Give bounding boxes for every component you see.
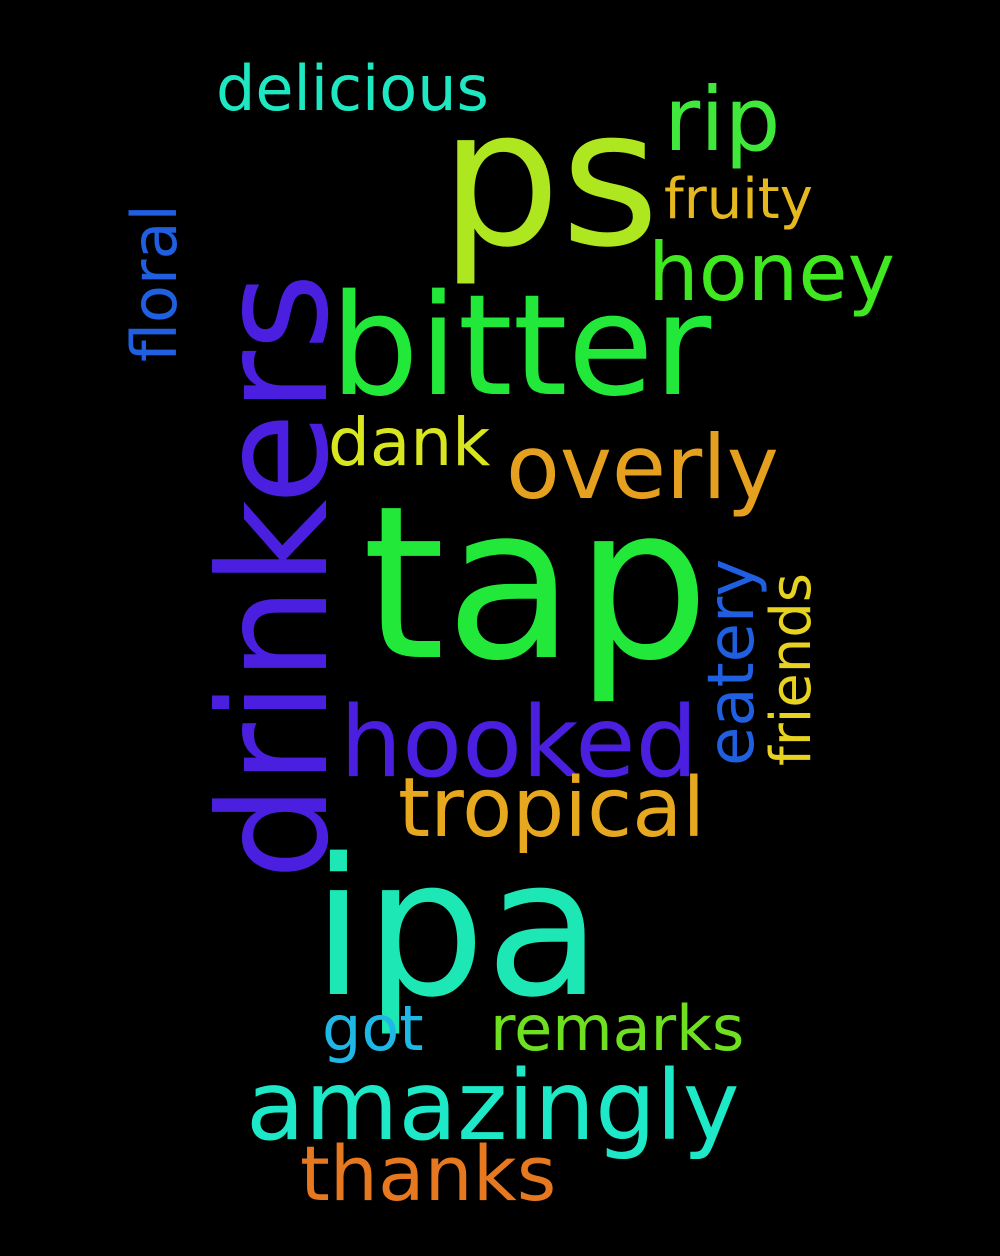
word-floral: floral — [118, 204, 191, 362]
word-remarks: remarks — [490, 992, 745, 1065]
word-amazingly: amazingly — [246, 1050, 740, 1162]
word-hooked: hooked — [340, 686, 698, 800]
word-fruity: fruity — [664, 167, 813, 232]
word-honey: honey — [648, 226, 895, 319]
word-got: got — [322, 992, 424, 1065]
word-eatery: eatery — [695, 558, 769, 766]
word-tropical: tropical — [398, 761, 706, 856]
word-thanks: thanks — [300, 1129, 557, 1218]
word-overly: overly — [506, 416, 779, 519]
word-bitter: bitter — [330, 265, 712, 428]
word-drinkers: drinkers — [188, 272, 362, 880]
word-tap: tap — [362, 460, 710, 707]
word-rip: rip — [664, 68, 781, 171]
word-delicious: delicious — [216, 52, 489, 125]
word-ipa: ipa — [312, 818, 602, 1039]
word-dank: dank — [328, 404, 491, 481]
word-ps: ps — [440, 68, 660, 289]
word-friends: friends — [759, 573, 824, 766]
